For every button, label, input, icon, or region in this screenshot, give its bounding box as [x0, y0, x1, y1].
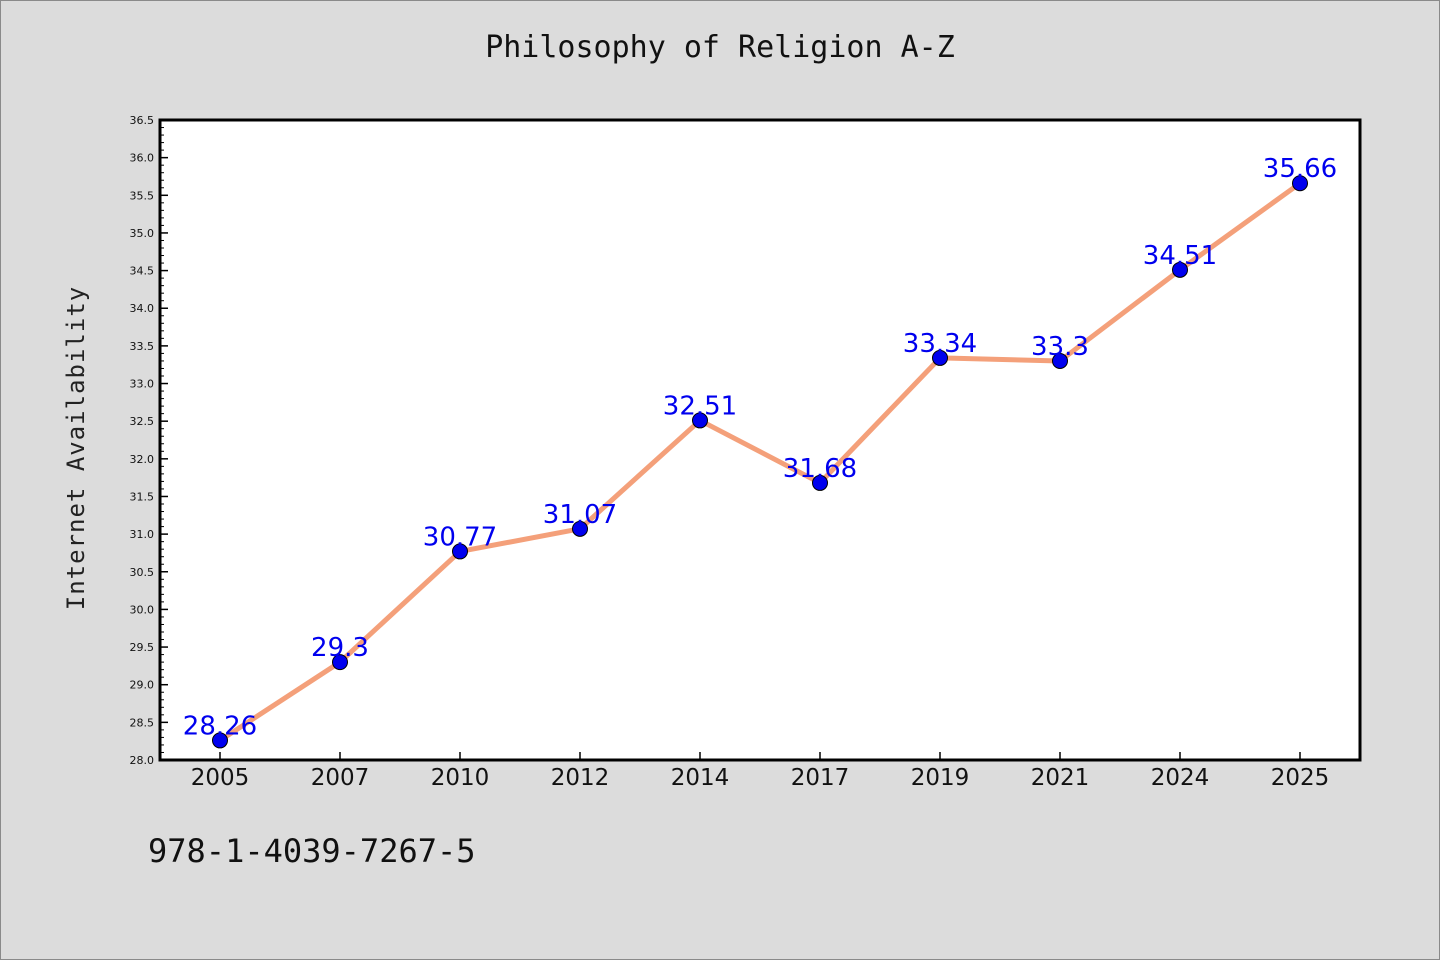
y-tick-label: 31.0 — [130, 528, 155, 541]
x-tick-label: 2024 — [1151, 765, 1210, 791]
data-point — [212, 732, 228, 749]
x-tick-label: 2014 — [671, 765, 730, 791]
data-point — [932, 349, 948, 366]
y-tick-label: 29.5 — [130, 641, 155, 654]
y-tick-label: 33.5 — [130, 340, 155, 353]
data-point — [692, 412, 708, 429]
y-tick-label: 31.5 — [130, 490, 155, 503]
y-tick-label: 28.5 — [130, 716, 155, 729]
data-label: 29.3 — [311, 633, 369, 663]
data-label: 28.26 — [183, 711, 257, 741]
data-point — [1172, 261, 1188, 278]
y-tick-label: 34.0 — [130, 302, 155, 315]
y-tick-label: 35.0 — [130, 227, 155, 240]
y-tick-label: 36.5 — [130, 114, 155, 127]
data-label: 33.3 — [1031, 332, 1089, 362]
data-point — [452, 543, 468, 560]
y-tick-label: 33.0 — [130, 378, 155, 391]
y-tick-label: 32.0 — [130, 453, 155, 466]
y-tick-label: 32.5 — [130, 415, 155, 428]
x-tick-label: 2007 — [311, 765, 370, 791]
y-tick-label: 29.0 — [130, 679, 155, 692]
x-tick-label: 2012 — [551, 765, 610, 791]
data-point — [572, 520, 588, 537]
y-tick-label: 34.5 — [130, 265, 155, 278]
plot-area — [158, 118, 1362, 762]
data-label: 31.68 — [783, 454, 857, 484]
data-point — [332, 654, 348, 671]
data-label: 33.34 — [903, 329, 977, 359]
data-point — [812, 474, 828, 491]
y-tick-label: 36.0 — [130, 152, 155, 165]
y-tick-label: 30.0 — [130, 603, 155, 616]
y-tick-label: 28.0 — [130, 754, 155, 767]
data-point — [1052, 352, 1068, 369]
y-tick-label: 35.5 — [130, 189, 155, 202]
x-tick-label: 2010 — [431, 765, 490, 791]
data-point — [1292, 175, 1308, 192]
series-line — [217, 180, 1303, 743]
data-label: 30.77 — [423, 522, 497, 552]
data-label: 32.51 — [663, 391, 737, 421]
x-tick-label: 2019 — [911, 765, 970, 791]
x-tick-label: 2005 — [191, 765, 250, 791]
x-tick-label: 2017 — [791, 765, 850, 791]
x-tick-label: 2025 — [1271, 765, 1330, 791]
data-label: 35.66 — [1263, 154, 1337, 184]
isbn-footer: 978-1-4039-7267-5 — [148, 832, 476, 870]
x-tick-label: 2021 — [1031, 765, 1090, 791]
chart-title: Philosophy of Religion A-Z — [485, 30, 955, 65]
y-tick-label: 30.5 — [130, 566, 155, 579]
data-label: 31.07 — [543, 500, 617, 530]
data-label: 34.51 — [1143, 241, 1217, 271]
